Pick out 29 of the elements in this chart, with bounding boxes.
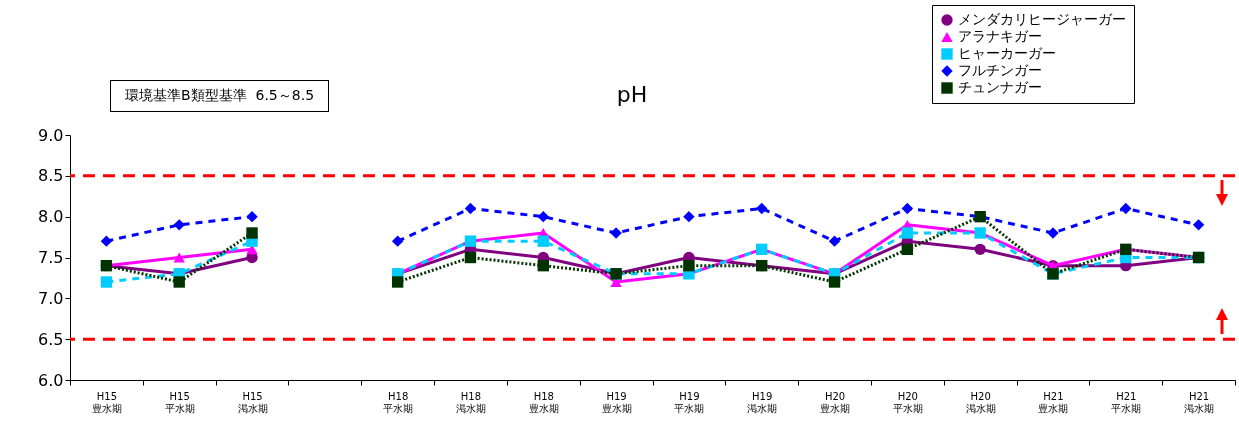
x-tick-label: H15 渇水期 [237,390,268,414]
x-tick-label: H15 豊水期 [91,390,122,414]
x-tick-label: H19 豊水期 [601,390,632,414]
legend-label: アラナキガー [958,28,1042,44]
x-tick-label: H18 豊水期 [528,390,559,414]
y-tick-label: 8.5 [38,166,64,186]
legend-label: フルチンガー [958,62,1042,78]
x-tick-label: H21 平水期 [1111,390,1142,414]
x-tick-label: H15 平水期 [164,390,195,414]
y-tick-label: 6.5 [38,329,64,349]
y-tick-label: 7.0 [38,288,64,308]
chart-title: pH [616,82,648,107]
x-tick-label: H18 渇水期 [455,390,486,414]
x-tick-label: H18 平水期 [383,390,414,414]
x-tick-label: H21 豊水期 [1038,390,1069,414]
x-tick-label: H19 平水期 [674,390,705,414]
x-tick-label: H20 豊水期 [820,390,851,414]
x-tick-label: H21 渇水期 [1184,390,1215,414]
y-tick-label: 7.5 [38,248,64,267]
x-tick-label: H20 平水期 [892,390,923,414]
x-tick-label: H19 渇水期 [747,390,778,414]
text: 環境基準B類型基準 6.5～8.5 [110,80,330,112]
legend-label: ヒャーカーガー [958,45,1056,61]
y-tick-label: 6.0 [38,370,64,390]
y-tick-label: 8.0 [38,207,64,227]
x-tick-label: H20 渇水期 [965,390,996,414]
legend-label: チュンナガー [958,79,1042,95]
y-tick-label: 9.0 [38,125,64,145]
legend-label: メンダカリヒージャーガー [958,11,1126,27]
